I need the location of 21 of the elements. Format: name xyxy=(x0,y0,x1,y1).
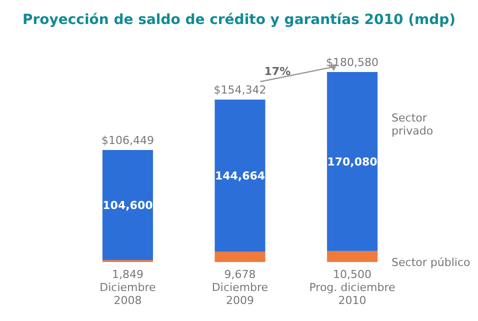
bar xyxy=(327,250,378,262)
series-label: Sector público xyxy=(392,256,470,269)
bar xyxy=(214,100,266,252)
chart-title: Proyección de saldo de crédito y garantías 2010 (mdp) xyxy=(22,12,456,28)
x-tick-label: Prog. diciembre 2010 xyxy=(309,281,396,307)
data-label: 170,080 xyxy=(327,155,378,168)
annotation: 17% xyxy=(264,64,291,78)
data-label: 144,664 xyxy=(214,170,266,183)
data-label: 104,600 xyxy=(102,199,154,212)
bar xyxy=(214,252,266,262)
series-label: Sector privado xyxy=(392,111,434,138)
total-label: $106,449 xyxy=(101,134,154,147)
data-label: 1,849 xyxy=(112,268,144,281)
x-tick-label: Diciembre 2008 xyxy=(100,281,156,307)
x-tick-label: Diciembre 2009 xyxy=(212,281,268,307)
total-label: $154,342 xyxy=(214,84,266,97)
bar xyxy=(102,150,153,260)
bar xyxy=(327,72,378,251)
data-label: 9,678 xyxy=(224,268,256,281)
data-label: 10,500 xyxy=(333,268,372,281)
total-label: $180,580 xyxy=(326,56,379,69)
